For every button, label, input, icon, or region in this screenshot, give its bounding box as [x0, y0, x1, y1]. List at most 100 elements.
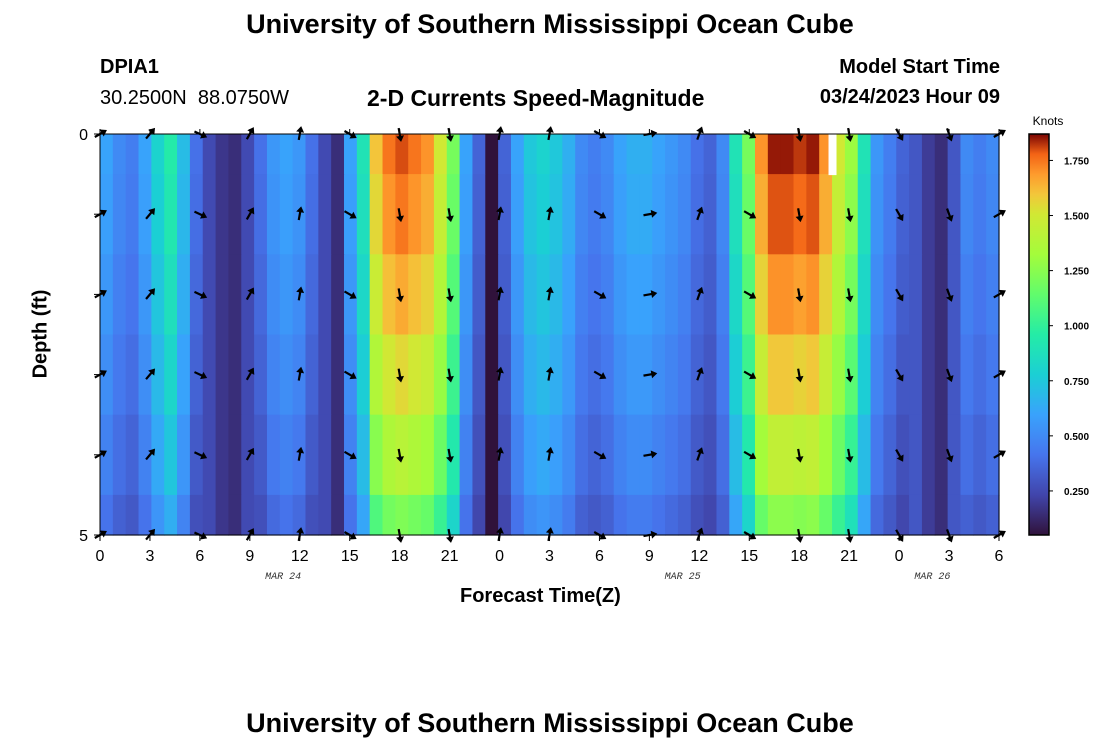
current-vector-arrow — [743, 210, 757, 219]
heatmap-cell — [986, 174, 1000, 255]
heatmap-cell — [472, 334, 486, 416]
heatmap-cell — [536, 334, 551, 416]
heatmap-cell — [665, 134, 679, 175]
heatmap-cell — [613, 414, 628, 496]
heatmap-cell — [100, 414, 114, 496]
heatmap-cell — [331, 494, 345, 536]
heatmap-cell — [305, 494, 319, 536]
heatmap-cell — [819, 494, 833, 536]
heatmap-cell — [986, 494, 1000, 536]
heatmap-cell — [562, 134, 576, 175]
heatmap-cell — [189, 494, 204, 536]
heatmap-cell — [177, 174, 191, 255]
heatmap-cell — [266, 414, 281, 496]
heatmap-cell — [459, 494, 474, 536]
heatmap-cell — [549, 334, 563, 416]
heatmap-cell — [395, 334, 409, 416]
current-vector-arrow — [743, 531, 757, 540]
heatmap-cell — [498, 174, 512, 255]
current-vector-arrow — [245, 528, 255, 541]
heatmap-cell — [228, 494, 242, 536]
heatmap-cell — [485, 254, 499, 336]
heatmap-cell — [382, 414, 396, 496]
chart-title: 2-D Currents Speed-Magnitude — [367, 85, 705, 111]
colorbar-tick-label: 1.250 — [1064, 267, 1089, 278]
heatmap-cell — [100, 494, 114, 536]
colorbar: Knots 0.250 0.500 0.750 1.000 1.250 1.500 1.750 — [1028, 114, 1089, 536]
current-vector-arrow — [245, 287, 255, 301]
current-vector-arrow — [895, 208, 904, 222]
current-vector-arrow — [895, 449, 904, 462]
current-vector-arrow — [145, 208, 156, 220]
heatmap-cell — [947, 174, 962, 255]
heatmap-cell — [832, 174, 846, 255]
heatmap-cell — [754, 134, 769, 175]
heatmap-cell — [575, 174, 589, 255]
heatmap-cell — [883, 254, 897, 336]
heatmap-cell — [665, 494, 679, 536]
heatmap-cell — [138, 334, 152, 416]
heatmap-cell — [369, 414, 384, 496]
x-tick-label: 3 — [945, 548, 954, 565]
heatmap-cell — [934, 494, 949, 536]
heatmap-cell — [934, 414, 949, 496]
colorbar-label: Knots — [1033, 114, 1064, 128]
heatmap-cell — [973, 134, 987, 175]
heatmap-cell — [421, 334, 435, 416]
heatmap-cell — [677, 414, 692, 496]
heatmap-cell — [189, 174, 204, 255]
x-tick-label: 9 — [245, 548, 254, 565]
current-vector-arrow — [993, 129, 1006, 138]
heatmap-cell — [909, 494, 923, 536]
heatmap-cell — [600, 174, 615, 255]
heatmap-cell — [305, 174, 319, 255]
heatmap-cell — [215, 174, 230, 255]
heatmap-cell — [562, 254, 576, 336]
heatmap-cell — [254, 174, 268, 255]
heatmap-cell — [986, 134, 1000, 175]
heatmap-cell — [421, 414, 435, 496]
heatmap-cell — [909, 134, 923, 175]
current-vector-arrow — [895, 529, 904, 542]
heatmap-cell — [356, 414, 371, 496]
heatmap-cell — [356, 174, 371, 255]
heatmap-cell — [652, 414, 666, 496]
heatmap-cell — [266, 134, 281, 175]
heatmap-cell — [600, 134, 615, 175]
date-label: MAR 26 — [914, 572, 950, 583]
heatmap-cell — [138, 414, 152, 496]
heatmap-cell — [536, 134, 551, 175]
current-vector-arrow — [145, 528, 156, 541]
heatmap-cell — [575, 494, 589, 536]
heatmap-cell — [844, 174, 859, 255]
heatmap-cell — [767, 414, 782, 496]
heatmap-cell — [690, 254, 705, 336]
x-tick-label: 0 — [495, 548, 504, 565]
heatmap-cell — [100, 334, 114, 416]
current-vector-arrow — [145, 288, 156, 300]
heatmap-cell — [446, 414, 461, 496]
current-vector-arrow — [496, 366, 504, 381]
heatmap-cell — [844, 254, 859, 336]
heatmap-cell — [729, 254, 743, 336]
heatmap-cell — [266, 334, 281, 416]
heatmap-cell — [536, 414, 551, 496]
heatmap-cell — [652, 494, 666, 536]
heatmap-cell — [318, 414, 332, 496]
heatmap-cell — [716, 494, 730, 536]
current-vector-arrow — [593, 210, 607, 219]
heatmap-cell — [356, 254, 371, 336]
heatmap-cell — [588, 414, 602, 496]
heatmap-cell — [305, 414, 319, 496]
heatmap-cell — [331, 254, 345, 336]
x-axis: 0 3 6 9 12 15 18 21 0 3 6 9 12 15 18 21 0 3 6 MAR 24 MAR 25 M… — [96, 129, 1004, 583]
heatmap-cell — [562, 494, 576, 536]
heatmap-cell — [510, 494, 525, 536]
current-vector-arrow — [845, 448, 854, 463]
heatmap-cell — [331, 334, 345, 416]
heatmap-cell — [112, 254, 127, 336]
heatmap-cell — [575, 254, 589, 336]
heatmap-cell — [986, 254, 1000, 336]
current-vector-arrow — [396, 288, 404, 303]
